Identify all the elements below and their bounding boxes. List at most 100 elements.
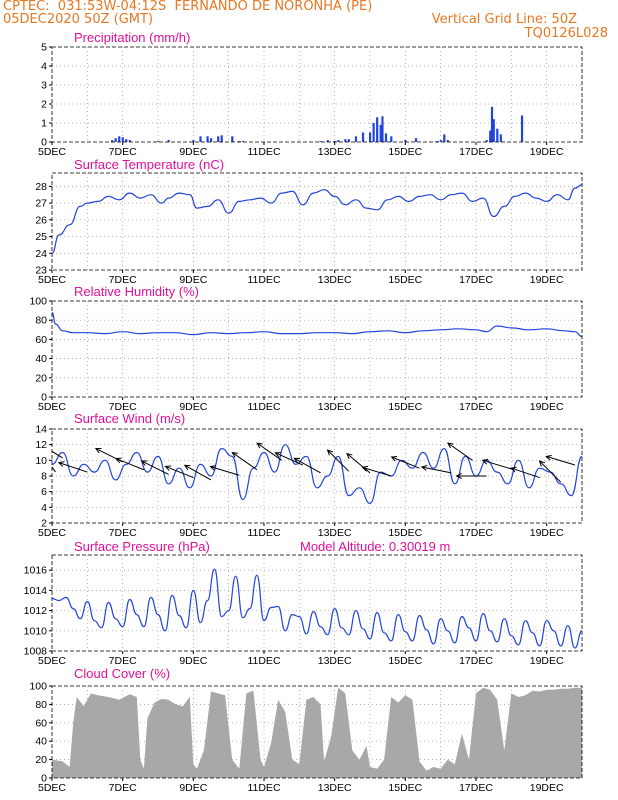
grid-line-note: Vertical Grid Line: 50Z <box>431 12 577 27</box>
wind-arrow <box>326 449 350 472</box>
wind-arrow <box>183 464 212 481</box>
x-tick-label: 7DEC <box>109 655 137 667</box>
wind-arrow <box>390 456 420 469</box>
precip-bar <box>128 140 131 142</box>
precip-bar <box>446 140 449 142</box>
wind-arrow-head <box>94 447 102 454</box>
y-tick-label: 1016 <box>24 565 48 577</box>
wind-arrow-shaft <box>210 466 240 476</box>
y-tick-label: 100 <box>29 296 47 308</box>
precip-bar <box>344 139 347 142</box>
wind-arrow <box>57 461 88 473</box>
panel-frame <box>51 685 583 779</box>
x-tick-label: 13DEC <box>318 146 352 158</box>
precip-bar <box>384 133 388 142</box>
x-tick-label: 17DEC <box>459 146 493 158</box>
y-tick-label: 0 <box>41 773 47 785</box>
wind-arrow-head <box>114 457 122 464</box>
precip-bar <box>347 139 350 142</box>
model-code: TQ0126L028 <box>524 26 608 41</box>
wind-arrow <box>545 454 576 466</box>
panel-4: 1008 1010 1012 1014 1016 5DEC 7DEC 9DEC 11DEC 13D… <box>24 539 583 667</box>
run-datetime: 05DEC2020 50Z (GMT) <box>3 12 154 27</box>
wind-arrow <box>140 460 169 475</box>
x-tick-label: 19DEC <box>530 782 564 794</box>
precip-bar <box>404 140 407 142</box>
wind-arrow-head <box>455 473 462 479</box>
x-tick-label: 7DEC <box>109 527 137 539</box>
plot-area <box>111 106 524 142</box>
wind-arrow <box>114 457 145 471</box>
panel-title: Relative Humidity (%) <box>74 284 199 299</box>
precip-bar <box>333 141 336 142</box>
precip-bar <box>238 141 241 142</box>
wind-arrow-head <box>361 465 369 472</box>
plot-area <box>52 568 582 649</box>
x-tick-label: 19DEC <box>530 274 564 286</box>
precip-bar <box>354 136 358 142</box>
precip-bar <box>217 136 220 142</box>
y-tick-label: 4 <box>41 61 47 73</box>
y-tick-label: 2 <box>41 99 47 111</box>
y-tick-label: 0 <box>41 392 47 404</box>
wind-arrow <box>256 442 282 461</box>
y-tick-label: 60 <box>35 334 47 346</box>
x-tick-label: 17DEC <box>459 401 493 413</box>
wind-arrow-shaft <box>391 456 420 469</box>
wind-arrow-shaft <box>141 460 169 475</box>
panel-frame <box>51 300 583 398</box>
x-tick-label: 9DEC <box>179 655 207 667</box>
wind-arrow-shaft <box>327 449 350 472</box>
x-tick-label: 15DEC <box>388 274 422 286</box>
wind-arrow-head <box>231 451 238 458</box>
panel-frame <box>51 554 583 652</box>
precip-bar <box>390 136 393 142</box>
panel-title: Surface Temperature (nC) <box>74 157 224 172</box>
wind-arrow-head <box>326 449 334 456</box>
wind-arrow-shaft <box>165 465 194 479</box>
y-tick-label: 4 <box>41 502 47 514</box>
y-tick-label: 0 <box>41 137 47 149</box>
wind-arrow <box>420 465 452 474</box>
wind-arrow <box>455 473 487 479</box>
wind-arrow-shaft <box>447 442 473 461</box>
precip-bar <box>241 141 244 142</box>
x-tick-label: 5DEC <box>38 527 66 539</box>
wind-arrow <box>52 450 63 459</box>
wind-arrow-shaft <box>52 466 56 473</box>
series-line <box>52 311 582 338</box>
wind-arrow-head <box>209 465 217 471</box>
precip-bar <box>326 140 329 142</box>
wind-arrow <box>274 452 304 466</box>
wind-arrow <box>361 465 392 477</box>
wind-arrow-head <box>183 464 191 471</box>
wind-arrow-shaft <box>421 466 452 474</box>
x-tick-label: 9DEC <box>179 782 207 794</box>
precip-bar <box>520 115 524 142</box>
wind-arrow <box>231 451 258 471</box>
precip-bar <box>439 140 442 142</box>
x-tick-label: 13DEC <box>318 527 352 539</box>
x-tick-label: 13DEC <box>318 655 352 667</box>
precip-bar <box>376 117 379 142</box>
x-tick-label: 13DEC <box>318 401 352 413</box>
y-tick-label: 20 <box>35 372 47 384</box>
panel-title: Surface Pressure (hPa) <box>74 539 210 554</box>
panel-2: 0 20 40 60 80 100 5DEC 7DEC 9DEC 11DEC 13DEC 15DEC 1… <box>29 284 583 413</box>
x-tick-label: 9DEC <box>179 527 207 539</box>
x-tick-label: 19DEC <box>530 146 564 158</box>
x-tick-label: 5DEC <box>38 655 66 667</box>
wind-arrow-head <box>446 442 454 449</box>
panel-1: 23 24 25 26 27 28 5DEC 7DEC 9DEC 11DEC 13DEC 15DEC 1… <box>35 157 583 286</box>
precip-bar <box>379 124 382 142</box>
wind-arrow <box>164 465 194 479</box>
x-tick-label: 17DEC <box>459 274 493 286</box>
precip-bar <box>206 136 209 142</box>
y-tick-label: 1014 <box>24 585 48 597</box>
precip-bar <box>231 136 234 142</box>
x-tick-label: 11DEC <box>247 782 280 794</box>
model-altitude: Model Altitude: 0.30019 m <box>300 539 450 554</box>
y-tick-label: 27 <box>35 198 47 210</box>
wind-arrow-head <box>510 466 517 473</box>
plot-area <box>52 184 582 254</box>
